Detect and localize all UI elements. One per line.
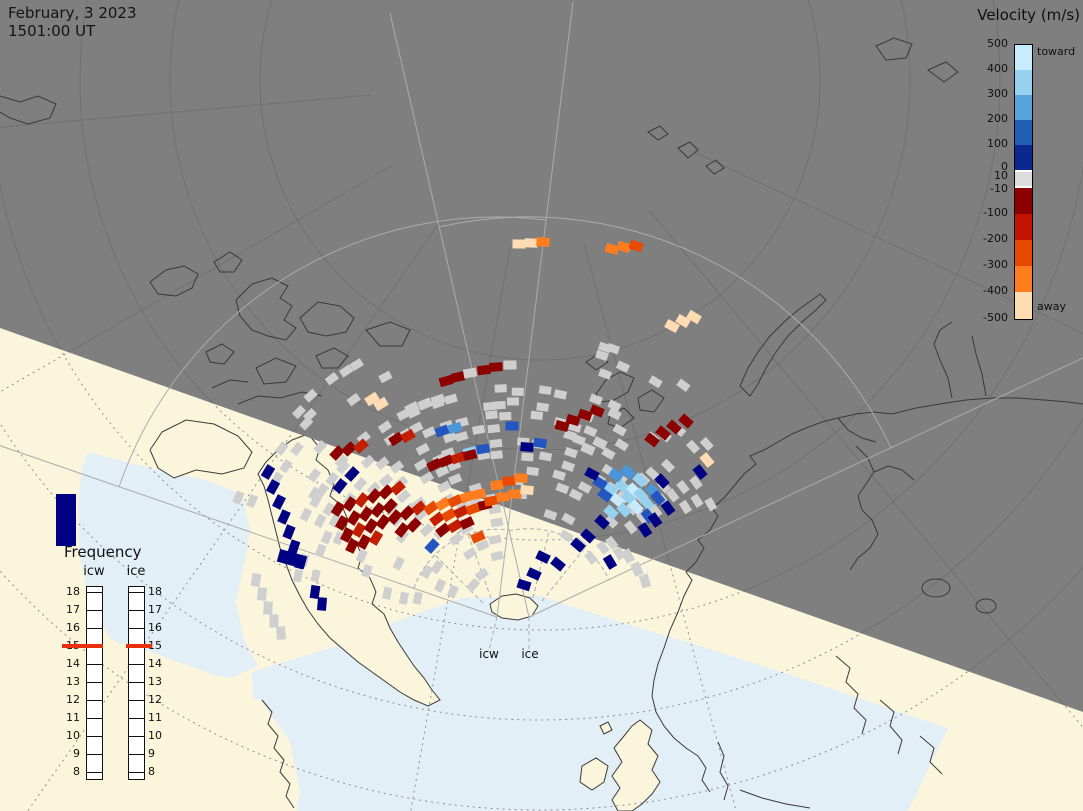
- coast-franz-josef: [647, 125, 725, 175]
- coast-labrador: [261, 699, 295, 809]
- coast-arctic-islands: [149, 251, 411, 385]
- radar-velocity-cells: [56, 237, 718, 640]
- dayside-ocean: [78, 452, 948, 811]
- coastlines: [0, 37, 1083, 809]
- coast-svalbard: [585, 353, 665, 429]
- coast-novaya-zemlya: [739, 293, 827, 397]
- coast-europe-south: [697, 755, 811, 809]
- coast-russia-arctic: [891, 397, 1083, 415]
- baffin-island: [149, 419, 253, 479]
- coast-severnaya: [875, 37, 959, 83]
- radar-fan-near-range: [413, 528, 610, 651]
- site-label-icw: icw: [479, 647, 499, 661]
- coast-baltic: [835, 655, 943, 775]
- coast-denmark: [717, 741, 729, 801]
- coast-white-sea: [837, 417, 915, 571]
- nightside-region: [0, 0, 1083, 712]
- coast-alaska: [0, 95, 57, 125]
- ireland: [579, 757, 609, 791]
- radar-fan-outline: [0, 1, 1083, 651]
- coast-scandinavia: [663, 411, 893, 649]
- canada-land: [0, 620, 300, 811]
- dayside-landmasses: [0, 419, 661, 811]
- small-isle: [599, 721, 613, 735]
- coast-yamal: [933, 321, 987, 399]
- lake-2: [975, 598, 997, 614]
- site-label-ice: ice: [521, 647, 538, 661]
- lake-1: [921, 578, 951, 598]
- coast-norway-south: [651, 647, 699, 757]
- greenland: [257, 433, 441, 707]
- great-britain: [611, 719, 661, 811]
